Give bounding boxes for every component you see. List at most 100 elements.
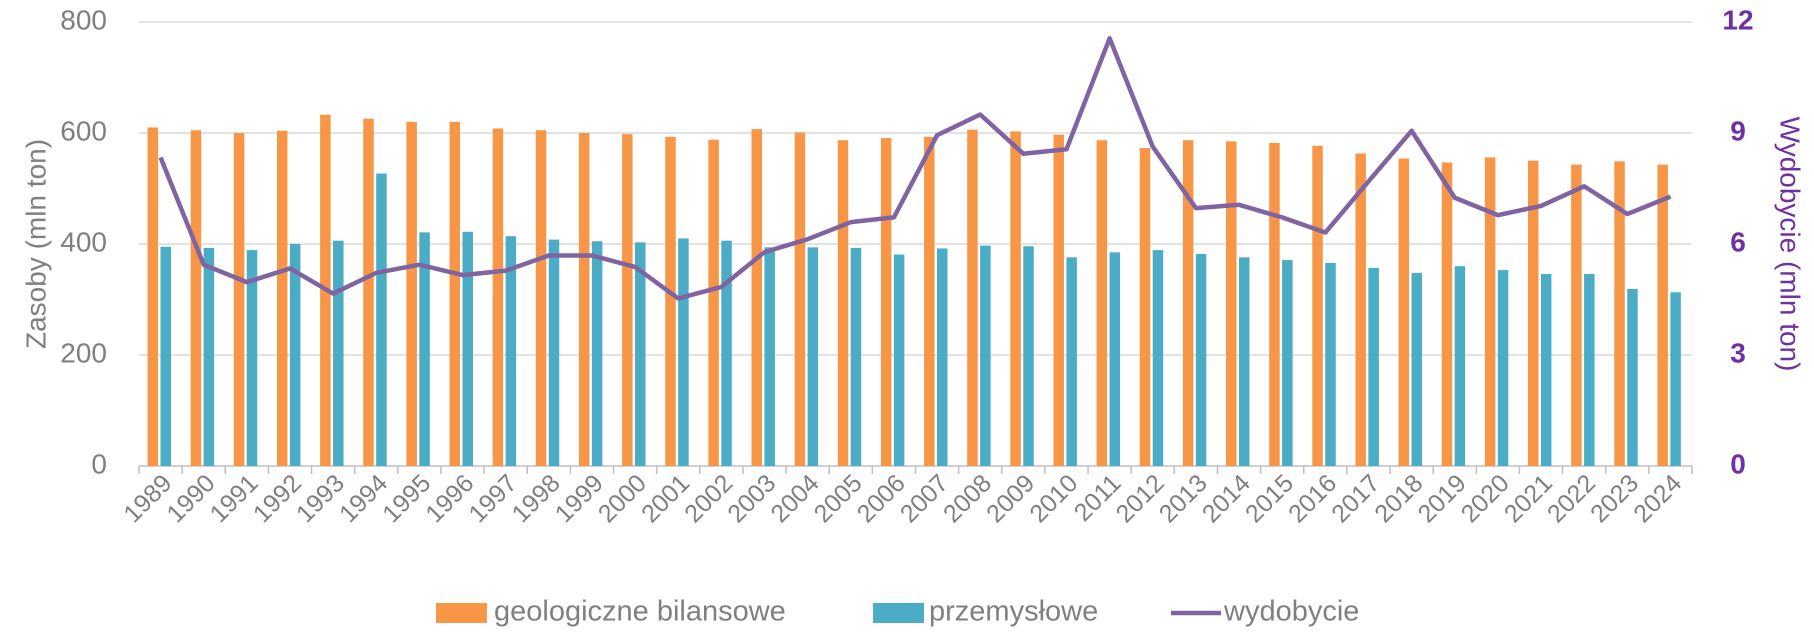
bar	[492, 128, 504, 466]
y-tick-label: 400	[60, 226, 107, 257]
x-tick-label: 2013	[1154, 469, 1213, 528]
bar	[665, 136, 676, 466]
x-tick-label: 2010	[1024, 469, 1083, 528]
bar	[721, 240, 732, 466]
bar	[678, 238, 689, 466]
legend-label: geologiczne bilansowe	[494, 596, 786, 628]
legend-swatch	[436, 603, 487, 623]
bar	[276, 130, 288, 466]
bar	[1238, 257, 1250, 466]
bar	[363, 118, 374, 466]
bar	[1010, 131, 1021, 466]
bar	[449, 121, 461, 467]
y-tick-label: 800	[60, 4, 107, 35]
bar	[850, 247, 862, 466]
bar	[1627, 288, 1638, 466]
y-axis-title: Zasoby (mln ton)	[20, 139, 51, 349]
x-tick-label: 1990	[161, 469, 220, 528]
y2-tick-label: 3	[1730, 337, 1746, 368]
y2-axis-title: Wydobycie (mln ton)	[1775, 117, 1806, 372]
bar	[967, 129, 978, 467]
bar	[1312, 145, 1323, 466]
bar	[837, 140, 849, 466]
x-tick-label: 2001	[636, 469, 695, 528]
x-tick-label: 2002	[679, 469, 738, 528]
bar	[505, 236, 517, 466]
x-tick-label: 1989	[118, 469, 177, 528]
bar	[936, 248, 948, 466]
bar	[1282, 260, 1293, 466]
bar	[591, 241, 603, 466]
bar	[1325, 262, 1336, 466]
x-tick-label: 1995	[377, 469, 436, 528]
legend-label: wydobycie	[1223, 596, 1359, 628]
x-tick-label: 1998	[507, 469, 566, 528]
y-tick-label: 0	[91, 448, 107, 479]
bar	[1182, 140, 1194, 466]
x-tick-label: 1999	[550, 469, 609, 528]
bar	[376, 173, 387, 466]
bar	[1139, 147, 1151, 467]
bar	[1368, 267, 1379, 466]
x-tick-label: 2009	[981, 469, 1040, 528]
x-tick-label: 2015	[1240, 469, 1299, 528]
bar	[1584, 273, 1595, 466]
bar	[794, 132, 806, 466]
line	[158, 36, 1672, 301]
bar	[893, 254, 905, 466]
bar	[1497, 270, 1509, 466]
bar	[1066, 257, 1077, 466]
y2-tick-label: 9	[1730, 115, 1746, 146]
bar	[246, 250, 258, 466]
bar	[406, 121, 417, 467]
x-tick-label: 2003	[722, 469, 781, 528]
bar	[147, 127, 159, 466]
bar	[233, 133, 245, 466]
x-tick-label: 1991	[205, 469, 264, 528]
x-tick-label: 1996	[420, 469, 479, 528]
y-tick-label: 600	[60, 115, 107, 146]
x-tick-label: 2018	[1369, 469, 1428, 528]
bar	[333, 240, 344, 466]
bar	[548, 239, 560, 466]
bar	[419, 232, 430, 466]
y2-tick-label: 6	[1730, 226, 1746, 257]
x-tick-label: 2004	[765, 469, 824, 528]
x-tick-label: 2023	[1585, 469, 1644, 528]
bar	[1195, 253, 1207, 466]
bar	[1269, 142, 1280, 467]
x-tick-label: 2022	[1542, 469, 1601, 528]
x-tick-label: 2014	[1197, 469, 1256, 528]
x-tick-label: 2024	[1628, 469, 1687, 528]
x-tick-label: 2005	[809, 469, 868, 528]
bar	[289, 244, 301, 466]
bar	[1411, 272, 1423, 466]
bar	[880, 137, 892, 466]
x-tick-label: 1994	[334, 469, 393, 528]
x-tick-label: 2011	[1069, 469, 1127, 527]
bar	[708, 139, 719, 466]
y-tick-label: 200	[60, 337, 107, 368]
bar	[622, 134, 633, 467]
bar	[980, 245, 991, 466]
bar	[1441, 162, 1453, 467]
y2-tick-label: 0	[1730, 448, 1746, 479]
legend-swatch	[873, 603, 924, 623]
x-tick-label: 1993	[291, 469, 350, 528]
bar	[1657, 164, 1668, 466]
bar	[635, 242, 646, 466]
x-tick-label: 1992	[248, 469, 307, 528]
x-tick-label: 2006	[852, 469, 911, 528]
bar	[203, 247, 215, 466]
x-tick-label: 1997	[463, 469, 522, 528]
x-tick-label: 2007	[895, 469, 954, 528]
x-tick-label: 2016	[1283, 469, 1342, 528]
bar	[1670, 292, 1681, 466]
bar	[1540, 273, 1552, 466]
bar	[535, 130, 547, 466]
x-tick-label: 2000	[593, 469, 652, 528]
x-tick-label: 2021	[1499, 469, 1558, 528]
bar	[1454, 266, 1466, 466]
bar	[1398, 158, 1410, 466]
